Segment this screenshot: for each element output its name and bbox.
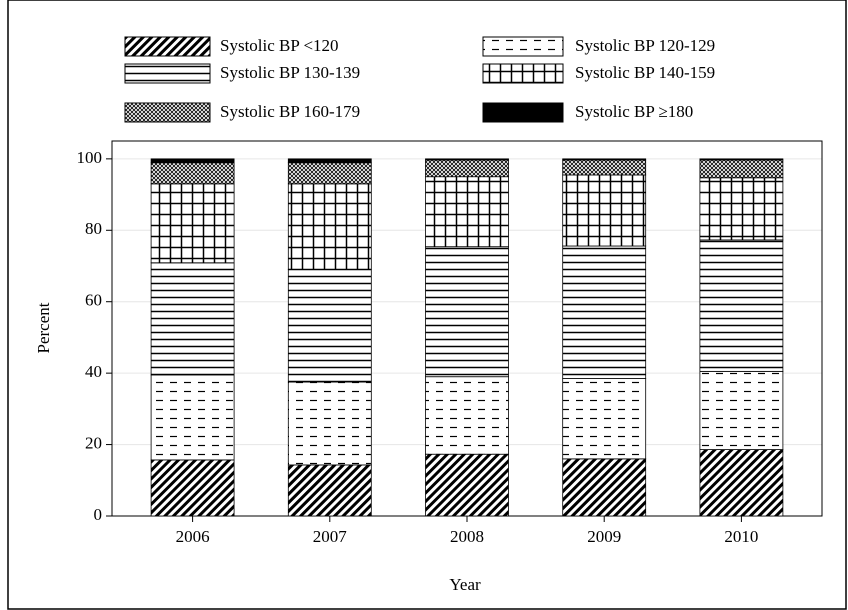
y-axis-label: Percent xyxy=(34,302,53,353)
bar-segment xyxy=(699,239,784,372)
bar-segment xyxy=(287,162,372,185)
bar-segment xyxy=(425,158,509,161)
legend-label: Systolic BP 120-129 xyxy=(575,36,715,55)
bar-segment xyxy=(150,162,235,185)
y-tick-label: 100 xyxy=(77,148,103,167)
x-tick-label: 2009 xyxy=(587,527,621,546)
bar-segment xyxy=(699,177,784,241)
bar-segment xyxy=(562,458,647,517)
bar-segment xyxy=(562,158,647,161)
bar-segment xyxy=(562,159,647,176)
legend-label: Systolic BP 160-179 xyxy=(220,102,360,121)
bar-segment xyxy=(425,376,509,455)
bar-segment xyxy=(150,183,235,264)
x-tick-label: 2008 xyxy=(450,527,484,546)
legend-label: Systolic BP <120 xyxy=(220,36,339,55)
bar-segment xyxy=(150,262,235,376)
bar-segment xyxy=(425,176,509,248)
legend-label: Systolic BP 140-159 xyxy=(575,63,715,82)
bar-segment xyxy=(699,158,784,161)
y-tick-label: 80 xyxy=(85,219,102,238)
bar-segment xyxy=(287,269,372,383)
legend-label: Systolic BP 130-139 xyxy=(220,63,360,82)
bar-segment xyxy=(699,370,784,450)
bar-segment xyxy=(287,381,372,466)
y-tick-label: 60 xyxy=(85,291,102,310)
bar-segment xyxy=(425,453,509,517)
bar-segment xyxy=(562,378,647,460)
frame xyxy=(7,0,847,610)
bar-segment xyxy=(425,246,509,378)
bar-segment xyxy=(287,464,372,517)
bar-segment xyxy=(287,158,372,164)
legend-swatch xyxy=(124,63,211,84)
bar-segment xyxy=(287,183,372,270)
legend-label: Systolic BP ≥180 xyxy=(575,102,693,121)
x-tick-label: 2007 xyxy=(313,527,348,546)
x-tick-label: 2010 xyxy=(724,527,758,546)
bar-segment xyxy=(562,174,647,247)
y-tick-label: 20 xyxy=(85,433,102,452)
legend-swatch xyxy=(124,102,211,123)
y-tick-label: 40 xyxy=(85,362,102,381)
legend-swatch xyxy=(482,102,564,123)
bar-segment xyxy=(150,158,235,164)
bar-segment xyxy=(699,159,784,179)
bar-segment xyxy=(562,245,647,379)
bar-segment xyxy=(699,449,784,517)
x-axis-label: Year xyxy=(449,575,481,594)
legend-swatch xyxy=(482,36,564,57)
y-tick-label: 0 xyxy=(94,505,103,524)
bar-segment xyxy=(150,459,235,517)
bar-segment xyxy=(425,159,509,178)
legend-swatch xyxy=(124,36,211,57)
bar-segment xyxy=(150,374,235,461)
x-tick-label: 2006 xyxy=(176,527,210,546)
legend-swatch xyxy=(482,63,564,84)
